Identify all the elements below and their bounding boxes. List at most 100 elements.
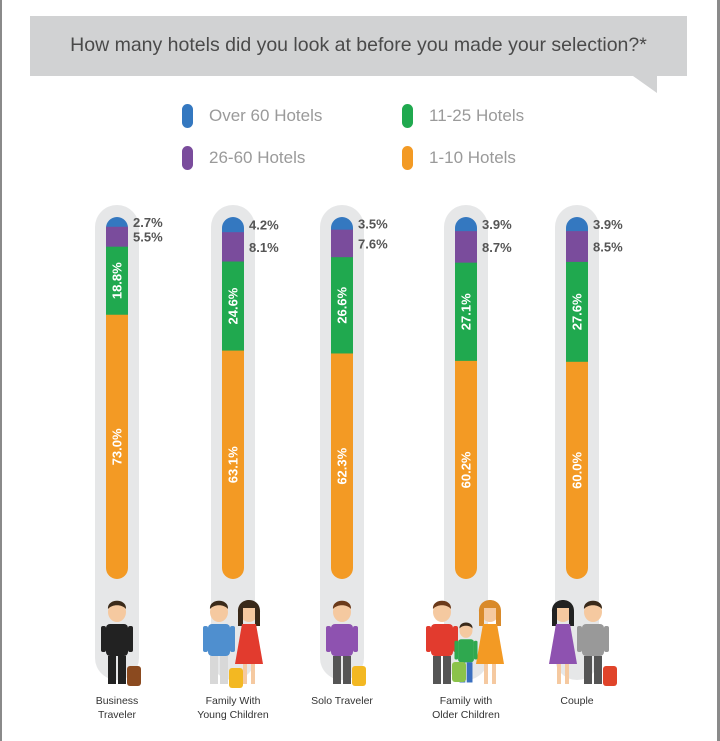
solo-traveler-face	[333, 602, 351, 622]
woman-leg-right	[565, 664, 569, 684]
woman-leg-left	[557, 664, 561, 684]
solo-traveler-arm-left	[326, 626, 331, 652]
legend-label-11-25: 11-25 Hotels	[429, 106, 525, 125]
stacked-bar-business-traveler	[106, 217, 128, 579]
man	[577, 600, 609, 684]
bar-segment-11-25-hotels-family-with-older-children	[455, 262, 477, 362]
legend-label-1-10: 1-10 Hotels	[429, 148, 516, 167]
data-label-over-60-hotels-family-with-older-children: 3.9%	[482, 217, 512, 232]
bar-segment-26-60-hotels-family-with-young-children	[222, 232, 244, 263]
solo-traveler-shirt	[331, 624, 353, 656]
data-label-over-60-hotels-family-with-young-children: 4.2%	[249, 218, 279, 233]
child-arm-right	[473, 640, 478, 660]
stacked-bar-couple	[566, 217, 588, 579]
mother-leg-right	[251, 664, 255, 684]
data-label-11-25-hotels-couple: 27.6%	[570, 293, 585, 330]
father-face	[210, 602, 228, 622]
child-face	[459, 623, 473, 638]
bar-segment-11-25-hotels-business-traveler	[106, 246, 128, 316]
data-label-26-60-hotels-solo-traveler: 7.6%	[358, 236, 388, 251]
business-traveler-arm-left	[101, 626, 106, 652]
business-traveler-face	[108, 602, 126, 622]
stacked-bar-solo-traveler	[331, 217, 353, 579]
solo-traveler-hair	[332, 600, 352, 609]
bar-segment-26-60-hotels-couple	[566, 231, 588, 263]
data-label-over-60-hotels-solo-traveler: 3.5%	[358, 216, 388, 231]
family-older-children-icon	[426, 600, 504, 684]
bar-segment-1-10-hotels-family-with-young-children	[222, 350, 244, 579]
father-older-leg-right	[443, 656, 451, 684]
woman-dress	[549, 624, 577, 664]
mother-older-dress	[476, 624, 504, 664]
data-label-11-25-hotels-solo-traveler: 26.6%	[335, 286, 350, 323]
data-label-11-25-hotels-business-traveler: 18.8%	[110, 262, 125, 299]
data-label-over-60-hotels-business-traveler: 2.7%	[133, 215, 163, 230]
frame-left-border	[0, 0, 2, 741]
bar-segment-11-25-hotels-family-with-young-children	[222, 261, 244, 352]
child-arm-left	[454, 640, 459, 660]
business-traveler	[101, 600, 133, 684]
category-label-business-traveler: Business Traveler	[95, 695, 139, 721]
man-leg-left	[584, 656, 592, 684]
mother-older-leg-right	[492, 664, 496, 684]
bar-segment-26-60-hotels-solo-traveler	[331, 229, 353, 258]
mother-older-leg-left	[484, 664, 488, 684]
mother-older	[476, 600, 504, 684]
suitcase-icon	[603, 666, 617, 686]
child-leg-right	[466, 662, 473, 683]
briefcase-icon	[127, 666, 141, 686]
category-label-solo-traveler: Solo Traveler	[311, 695, 373, 707]
data-label-26-60-hotels-family-with-older-children: 8.7%	[482, 240, 512, 255]
man-face	[584, 602, 602, 622]
chart-title: How many hotels did you look at before y…	[70, 34, 647, 56]
luggage-icon	[229, 668, 243, 688]
business-traveler-leg-right	[118, 656, 126, 684]
legend-label-26-60: 26-60 Hotels	[209, 148, 306, 167]
bar-segment-over-60-hotels-family-with-young-children	[222, 217, 244, 233]
frame-right-border	[717, 0, 720, 741]
legend-swatch-11-25	[402, 104, 413, 128]
child-hair	[459, 622, 473, 629]
legend-swatch-1-10	[402, 146, 413, 170]
legend-label-over-60: Over 60 Hotels	[209, 106, 323, 125]
man-arm-left	[577, 626, 582, 652]
man-leg-right	[594, 656, 602, 684]
solo-traveler-leg-left	[333, 656, 341, 684]
father-leg-right	[220, 656, 228, 684]
bar-segment-over-60-hotels-family-with-older-children	[455, 217, 477, 232]
mother-dress	[235, 624, 263, 664]
category-label-family-with-young-children: Family With Young Children	[197, 695, 269, 721]
man-shirt	[582, 624, 604, 656]
bar-segment-11-25-hotels-couple	[566, 261, 588, 363]
woman	[549, 600, 577, 684]
solo-traveler-icon	[326, 600, 366, 686]
bar-segment-26-60-hotels-family-with-older-children	[455, 231, 477, 264]
data-label-1-10-hotels-couple: 60.0%	[570, 452, 585, 489]
mother-older-hair	[478, 600, 502, 626]
data-label-11-25-hotels-family-with-older-children: 27.1%	[459, 293, 474, 330]
business-traveler-arm-right	[128, 626, 133, 652]
bar-segment-over-60-hotels-solo-traveler	[331, 217, 353, 231]
business-traveler-hair	[107, 600, 127, 609]
mother-hair	[237, 600, 261, 626]
data-label-over-60-hotels-couple: 3.9%	[593, 217, 623, 232]
question-banner-tail	[633, 76, 657, 93]
data-label-26-60-hotels-business-traveler: 5.5%	[133, 230, 163, 245]
question-banner: How many hotels did you look at before y…	[30, 16, 687, 76]
data-label-26-60-hotels-couple: 8.5%	[593, 240, 623, 255]
father-arm-left	[203, 626, 208, 652]
bar-segment-26-60-hotels-business-traveler	[106, 226, 128, 248]
stacked-bar-family-with-older-children	[455, 217, 477, 579]
father-older-arm-left	[426, 626, 431, 652]
business-traveler-shirt	[106, 624, 128, 656]
father-older-face	[433, 602, 451, 622]
bag-icon	[452, 662, 466, 682]
child-shirt	[458, 639, 474, 663]
father	[203, 600, 235, 684]
backpack-icon	[352, 666, 366, 686]
father-arm-right	[230, 626, 235, 652]
legend-swatch-over-60	[182, 104, 193, 128]
bar-segment-1-10-hotels-family-with-older-children	[455, 360, 477, 579]
woman-hair	[551, 600, 575, 626]
